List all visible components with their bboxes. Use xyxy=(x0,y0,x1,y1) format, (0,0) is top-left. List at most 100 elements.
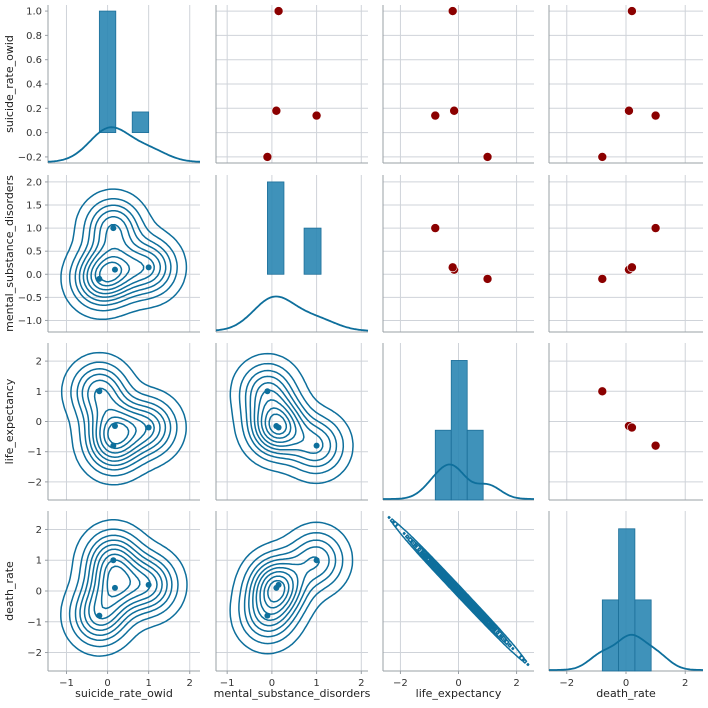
kde-point xyxy=(275,581,282,588)
y-axis-label: suicide_rate_owid xyxy=(3,35,16,133)
x-tick-label: 0 xyxy=(623,678,629,689)
scatter-point xyxy=(597,274,608,284)
kde-point xyxy=(96,612,103,619)
y-axis-label: death_rate xyxy=(3,561,16,621)
y-tick-label: 0.5 xyxy=(26,247,42,258)
scatter-point xyxy=(482,274,493,284)
kde-point xyxy=(110,557,117,564)
panel-suicide_rate_owid-vs-suicide_rate_owid: −0.2 0.0 0.2 0.4 0.6 0.8 1.0 xyxy=(18,5,200,164)
y-tick-label: 1 xyxy=(36,556,42,567)
x-axis-label: life_expectancy xyxy=(416,687,502,700)
kde-contour-line xyxy=(253,382,324,455)
panel-death_rate-vs-life_expectancy: −2 0 2 xyxy=(382,511,534,689)
scatter-point xyxy=(627,422,637,433)
panel-life_expectancy-vs-death_rate xyxy=(548,343,703,501)
y-tick-label: 0 xyxy=(36,417,42,428)
kde-point xyxy=(264,388,271,395)
y-tick-label: 0.2 xyxy=(26,104,42,115)
kde-contour-line xyxy=(238,531,344,645)
kde-contour-line xyxy=(248,546,330,632)
x-tick-label: 2 xyxy=(513,678,519,689)
x-tick-label: 0 xyxy=(455,678,461,689)
kde-contour-line xyxy=(90,247,145,291)
histogram-bar xyxy=(450,360,468,501)
kde-contour-line xyxy=(70,361,178,477)
x-tick-label: −1 xyxy=(59,678,74,689)
panel-death_rate-vs-suicide_rate_owid: −1 0 1 2 −2 −1 0 1 2 xyxy=(27,511,200,689)
kde-contour-line xyxy=(257,389,305,447)
kde-point xyxy=(110,442,117,449)
x-axis-label: suicide_rate_owid xyxy=(75,687,173,700)
histogram-bar xyxy=(601,599,619,672)
kde-point xyxy=(145,424,152,431)
kde-contour-line xyxy=(249,375,332,462)
scatter-point xyxy=(627,6,637,16)
kde-contour-line xyxy=(229,352,354,485)
kde-contour-line xyxy=(74,534,173,642)
kde-contour-line xyxy=(87,379,161,462)
x-tick-label: −1 xyxy=(220,678,235,689)
kde-point xyxy=(111,266,118,273)
scatter-point xyxy=(597,152,608,162)
scatter-point xyxy=(447,6,458,16)
y-tick-label: 1 xyxy=(36,387,42,398)
kde-point xyxy=(145,264,152,271)
kde-contour-line xyxy=(445,577,472,605)
histogram-bar xyxy=(618,528,636,672)
x-tick-label: 0 xyxy=(104,678,110,689)
y-tick-label: 1.0 xyxy=(26,224,42,235)
kde-contour-line xyxy=(267,579,286,603)
x-tick-label: 2 xyxy=(358,678,364,689)
y-tick-label: −2 xyxy=(27,648,42,659)
histogram-bar xyxy=(131,111,150,134)
scatter-point xyxy=(262,152,273,162)
x-tick-label: 2 xyxy=(682,678,688,689)
kde-point xyxy=(264,612,271,619)
kde-contour-line xyxy=(68,197,178,312)
x-tick-label: 0 xyxy=(269,678,275,689)
kde-point xyxy=(313,557,320,564)
kde-contour-line xyxy=(74,204,172,306)
kde-contours xyxy=(387,515,530,667)
kde-contour-line xyxy=(78,210,167,302)
y-tick-label: 1.0 xyxy=(26,7,42,18)
y-tick-label: 2.0 xyxy=(26,177,42,188)
y-axis-label: mental_substance_disorders xyxy=(3,175,16,332)
y-axis-label: life_expectancy xyxy=(3,378,16,464)
kde-curve xyxy=(215,295,369,332)
y-tick-label: −1 xyxy=(27,447,42,458)
histogram-bar xyxy=(98,10,117,134)
panel-death_rate-vs-mental_substance_disorders: −1 0 1 2 xyxy=(215,511,368,689)
histogram-bar xyxy=(303,227,322,275)
panel-life_expectancy-vs-mental_substance_disorders xyxy=(215,343,368,501)
kde-contour-line xyxy=(94,256,131,287)
y-tick-label: 0.8 xyxy=(26,31,42,42)
y-tick-label: 0.6 xyxy=(26,55,42,66)
kde-point xyxy=(111,584,118,591)
kde-contour-line xyxy=(68,528,179,648)
kde-contour-line xyxy=(98,261,123,283)
panel-suicide_rate_owid-vs-death_rate xyxy=(548,5,703,164)
panel-mental_substance_disorders-vs-mental_substance_disorders xyxy=(215,175,369,333)
kde-point xyxy=(313,442,320,449)
y-tick-label: 0.0 xyxy=(26,270,42,281)
y-tick-label: 0.0 xyxy=(26,128,42,139)
x-tick-label: −2 xyxy=(393,678,408,689)
panel-life_expectancy-vs-life_expectancy xyxy=(382,343,534,501)
panel-mental_substance_disorders-vs-death_rate xyxy=(548,175,703,333)
kde-contours xyxy=(60,188,188,321)
scatter-point xyxy=(449,105,459,116)
kde-contour-line xyxy=(100,559,141,610)
kde-point xyxy=(96,275,103,282)
kde-contour-line xyxy=(402,531,515,651)
kde-point xyxy=(275,424,282,431)
kde-curve xyxy=(549,633,703,671)
scatter-point xyxy=(430,223,441,233)
kde-contour-line xyxy=(60,519,188,657)
x-tick-label: 1 xyxy=(313,678,319,689)
kde-contour-line xyxy=(107,422,130,445)
kde-contour-line xyxy=(244,369,338,468)
kde-contour-line xyxy=(82,216,162,298)
kde-contour-line xyxy=(238,362,345,475)
